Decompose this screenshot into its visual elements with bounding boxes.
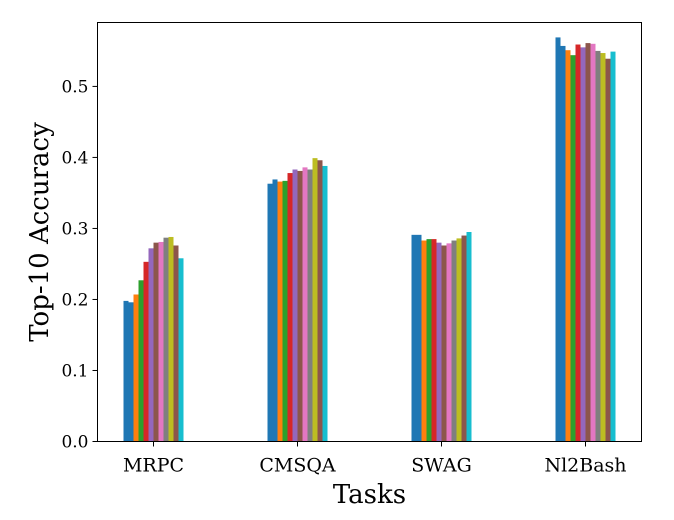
y-tick-label: 0.3 [61,219,88,239]
bar-nl2bash-10 [600,53,606,442]
bar-swag-9 [451,240,457,442]
bar-mrpc-7 [153,242,159,442]
bar-mrpc-5 [143,261,149,442]
plot-frame [97,22,642,442]
bar-mrpc-4 [138,280,144,442]
bar-swag-8 [446,243,452,442]
bar-swag-11 [461,235,467,442]
bar-swag-12 [466,232,472,442]
bar-mrpc-6 [148,248,154,442]
bar-swag-5 [431,239,437,442]
bar-nl2bash-7 [585,43,591,442]
bar-cmsqa-3 [277,181,283,442]
x-tick-label-mrpc: MRPC [123,455,184,477]
bar-cmsqa-6 [292,169,298,442]
bar-nl2bash-11 [605,58,611,442]
x-tick-label-swag: SWAG [411,455,472,477]
bar-cmsqa-1 [267,183,273,442]
y-tick-label: 0.0 [61,433,88,453]
bar-nl2bash-1 [555,37,561,442]
bar-swag-2 [416,234,422,442]
y-tick-label: 0.4 [61,148,88,168]
bar-swag-10 [456,238,462,442]
bar-cmsqa-4 [282,180,288,442]
y-axis: 0.0 0.1 0.2 0.3 0.4 0.5 [61,77,98,453]
bar-mrpc-1 [123,300,129,442]
bar-mrpc-12 [178,258,184,442]
bar-nl2bash-6 [580,47,586,442]
y-tick-label: 0.1 [61,361,88,381]
bar-mrpc-3 [133,294,139,442]
bar-nl2bash-3 [565,50,571,442]
bar-nl2bash-4 [570,55,576,442]
bar-cmsqa-11 [317,160,323,442]
x-tick-label-cmsqa: CMSQA [259,455,336,477]
x-tick-label-nl2bash: Nl2Bash [544,455,626,477]
bars-layer [123,37,616,442]
bar-nl2bash-5 [575,44,581,442]
bar-swag-4 [426,239,432,442]
bar-cmsqa-12 [322,165,328,442]
bar-nl2bash-2 [560,45,566,442]
bar-swag-3 [421,240,427,442]
bar-mrpc-11 [173,245,179,442]
bar-mrpc-10 [168,236,174,442]
bar-mrpc-2 [128,302,134,442]
bar-nl2bash-9 [595,50,601,442]
bar-cmsqa-7 [297,170,303,442]
bar-cmsqa-10 [312,158,318,442]
bar-nl2bash-12 [610,51,616,442]
x-axis-title: Tasks [333,480,406,510]
bar-cmsqa-5 [287,173,293,442]
y-tick-label: 0.2 [61,290,88,310]
bar-cmsqa-2 [272,179,278,442]
bar-nl2bash-8 [590,43,596,442]
x-axis: MRPC CMSQA SWAG Nl2Bash [123,441,627,477]
bar-mrpc-9 [163,237,169,442]
y-tick-label: 0.5 [61,77,88,97]
bar-cmsqa-9 [307,169,313,442]
bar-mrpc-8 [158,241,164,442]
bar-swag-6 [436,242,442,442]
bar-swag-7 [441,245,447,442]
bar-swag-1 [411,234,417,442]
y-axis-title: Top-10 Accuracy [25,122,55,342]
bar-cmsqa-8 [302,167,308,442]
